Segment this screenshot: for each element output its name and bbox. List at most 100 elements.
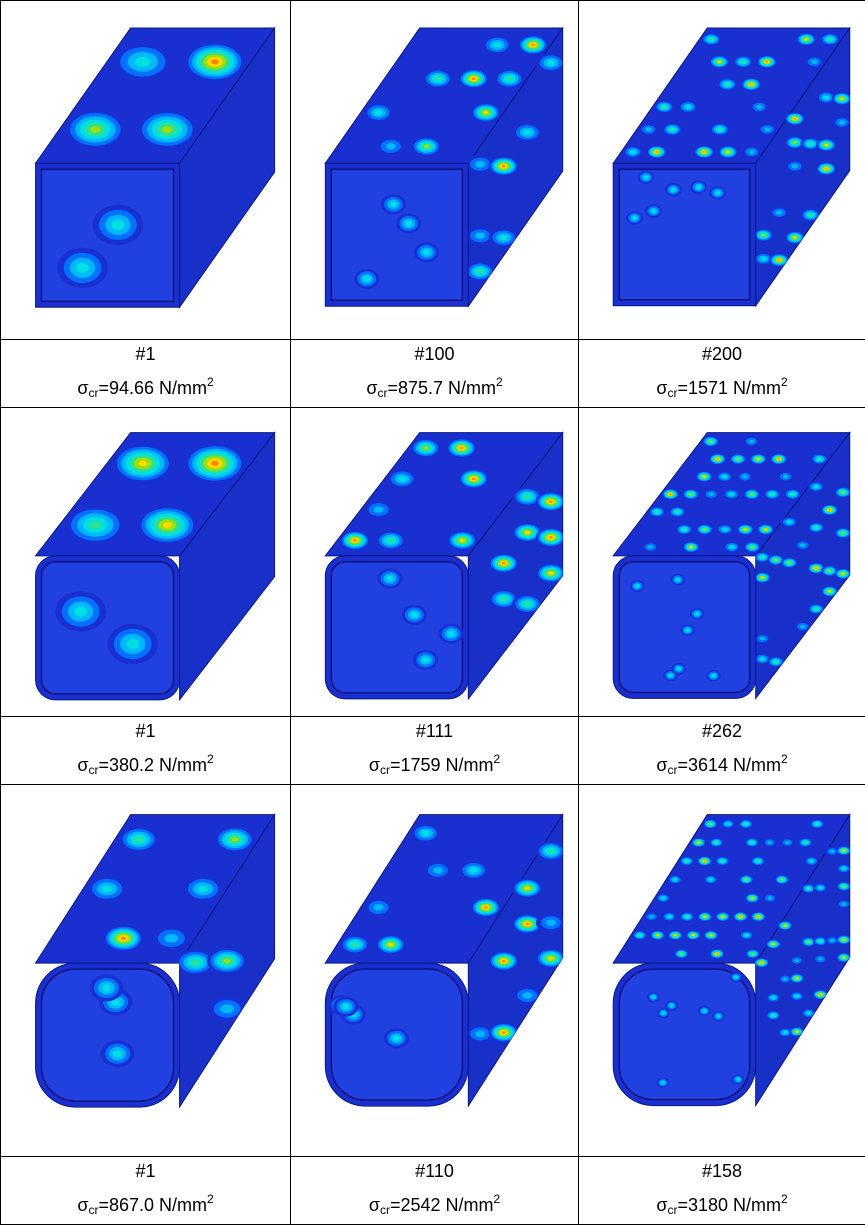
contour xyxy=(774,661,777,663)
contour xyxy=(677,667,681,670)
contour xyxy=(651,209,655,212)
contour xyxy=(741,61,745,64)
contour xyxy=(734,976,737,978)
contour xyxy=(792,164,799,168)
mode-number: #1 xyxy=(1,717,290,745)
contour xyxy=(718,128,722,131)
subscript: cr xyxy=(380,1203,390,1217)
contour xyxy=(387,576,393,581)
symbol: σ xyxy=(656,378,667,398)
contour xyxy=(767,841,772,844)
contour xyxy=(390,202,396,207)
contour xyxy=(795,995,799,997)
contour xyxy=(843,850,845,851)
mode-number: #200 xyxy=(579,340,865,368)
contour xyxy=(655,151,657,153)
contour xyxy=(744,529,746,531)
mode-shape xyxy=(613,815,851,1106)
contour xyxy=(656,935,658,936)
contour xyxy=(828,38,832,41)
contour xyxy=(828,591,830,593)
contour xyxy=(655,511,658,513)
contour xyxy=(475,1031,485,1038)
mode-number: #100 xyxy=(291,340,578,368)
contour xyxy=(757,860,760,862)
contour xyxy=(816,823,819,825)
contour xyxy=(406,221,412,226)
contour xyxy=(709,38,713,41)
contour xyxy=(709,441,712,443)
contour xyxy=(680,953,682,955)
contour xyxy=(830,939,835,942)
contour xyxy=(501,597,507,601)
contour xyxy=(661,897,665,899)
contour xyxy=(697,185,701,188)
mode-shape xyxy=(325,815,566,1106)
contour xyxy=(343,1004,349,1009)
contour xyxy=(686,916,689,918)
contour xyxy=(825,168,827,170)
opening xyxy=(619,969,750,1100)
contour xyxy=(783,1031,787,1033)
contour xyxy=(667,915,671,917)
contour xyxy=(841,902,846,905)
contour xyxy=(710,935,712,936)
mode-image xyxy=(1,408,289,716)
contour xyxy=(484,906,488,908)
contour xyxy=(829,509,831,510)
critical-stress: σcr=875.7 N/mm2 xyxy=(291,368,578,407)
superscript: 2 xyxy=(781,1192,788,1206)
contour xyxy=(805,38,808,40)
contour xyxy=(726,151,729,153)
image-cell xyxy=(1,408,291,717)
figure-table: #1σcr=94.66 N/mm2#100σcr=875.7 N/mm2#200… xyxy=(0,0,865,1225)
superscript: 2 xyxy=(207,752,214,766)
contour xyxy=(686,629,690,632)
image-cell xyxy=(291,408,579,717)
contour xyxy=(718,61,721,63)
subscript: cr xyxy=(380,763,390,777)
contour xyxy=(703,151,705,153)
contour xyxy=(740,916,742,917)
contour xyxy=(750,493,753,495)
contour xyxy=(652,996,655,998)
image-cell xyxy=(291,1,579,340)
contour xyxy=(793,237,796,239)
symbol: σ xyxy=(656,755,667,775)
image-row xyxy=(1,1,865,340)
mode-shape xyxy=(613,28,852,306)
contour xyxy=(422,831,430,836)
image-cell xyxy=(579,1,865,340)
superscript: 2 xyxy=(781,752,788,766)
contour xyxy=(435,77,441,81)
contour xyxy=(90,126,100,133)
contour xyxy=(689,493,692,495)
contour xyxy=(757,916,759,917)
contour xyxy=(522,992,532,999)
contour xyxy=(676,511,679,513)
superscript: 2 xyxy=(496,375,503,389)
contour xyxy=(842,573,844,575)
page: #1σcr=94.66 N/mm2#100σcr=875.7 N/mm2#200… xyxy=(0,0,865,1209)
subscript: cr xyxy=(377,386,387,400)
contour xyxy=(716,953,718,954)
contour xyxy=(472,78,476,80)
contour xyxy=(722,916,724,917)
superscript: 2 xyxy=(493,752,500,766)
contour xyxy=(661,1081,664,1083)
critical-stress: σcr=867.0 N/mm2 xyxy=(1,1185,290,1224)
contour xyxy=(697,842,699,843)
contour xyxy=(842,491,845,493)
contour xyxy=(730,546,734,549)
subscript: cr xyxy=(667,386,677,400)
contour xyxy=(645,127,652,131)
contour xyxy=(352,943,358,947)
contour xyxy=(772,1014,775,1016)
mode-number: #262 xyxy=(579,717,865,745)
contour xyxy=(750,842,753,844)
mode-shape xyxy=(36,433,275,700)
contour xyxy=(761,577,763,579)
contour xyxy=(800,543,806,547)
